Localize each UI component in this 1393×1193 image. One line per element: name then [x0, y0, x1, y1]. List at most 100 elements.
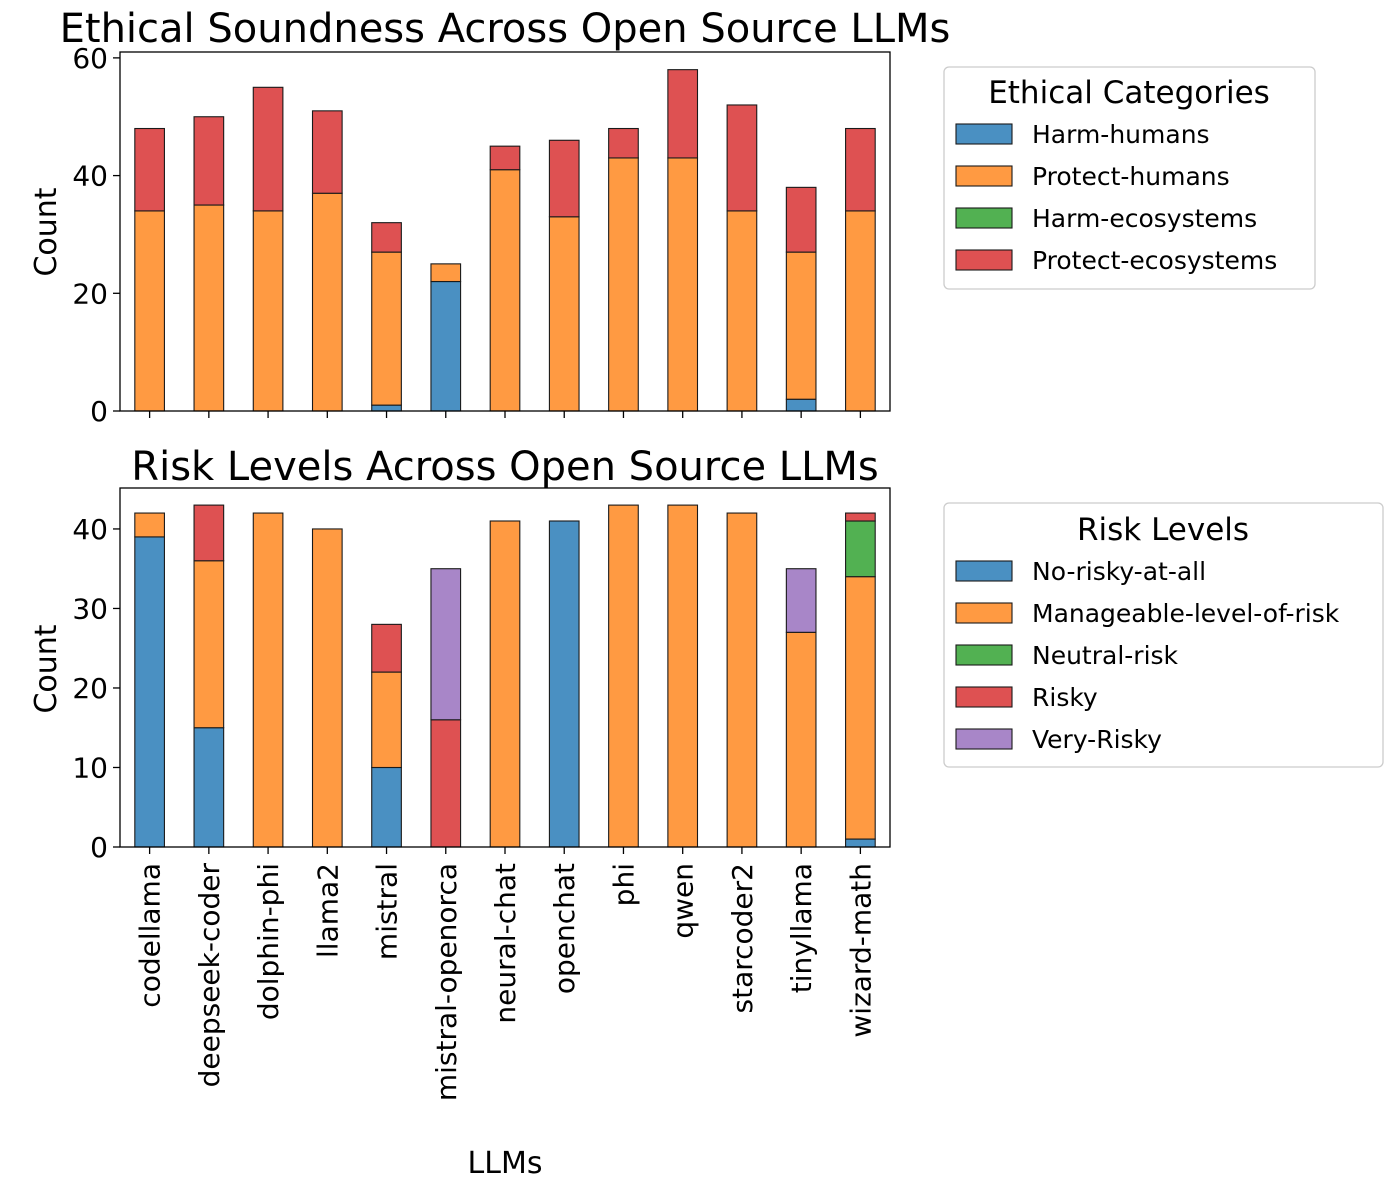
ethical-legend-swatch-protect-humans	[955, 165, 1013, 187]
risk-bar-codellama-no-risky-at-all	[134, 536, 165, 848]
risk-x-tick-label-openchat: openchat	[548, 863, 581, 994]
ethical-bar-codellama-protect-ecosystems	[134, 127, 165, 212]
ethical-bar-deepseek-coder-protect-ecosystems	[193, 116, 225, 206]
risk-bar-tinyllama-very-risky	[785, 568, 817, 633]
ethical-legend: Ethical Categories Harm-humans Protect-hu…	[943, 66, 1316, 290]
ethical-y-tick-label: 60	[72, 42, 108, 75]
risk-bar-mistral-risky	[371, 623, 402, 673]
ethical-bar-codellama-protect-humans	[134, 210, 165, 412]
risk-legend-swatch-neutral-risk	[955, 644, 1013, 666]
risk-bar-codellama-manageable-level-of-risk	[134, 512, 165, 538]
risk-y-tick-label: 30	[72, 592, 108, 625]
ethical-legend-swatch-protect-ecosystems	[955, 249, 1013, 271]
ethical-bar-mistral-harm-humans	[371, 404, 402, 412]
risk-x-tick-label-deepseek-coder: deepseek-coder	[193, 863, 226, 1088]
risk-y-tick-label: 0	[90, 831, 108, 864]
ethical-bar-dolphin-phi-protect-humans	[252, 210, 284, 412]
ethical-legend-label-harm-ecosystems: Harm-ecosystems	[1032, 204, 1257, 233]
risk-bar-mistral-openorca-risky	[430, 719, 462, 848]
risk-x-tick-label-phi: phi	[607, 863, 640, 906]
risk-x-tick-label-wizard-math: wizard-math	[844, 863, 877, 1038]
risk-bar-starcoder2-manageable-level-of-risk	[726, 512, 758, 848]
ethical-bar-wizard-math-protect-ecosystems	[845, 127, 876, 212]
ethical-bar-dolphin-phi-protect-ecosystems	[252, 86, 284, 212]
risk-x-tick-label-neural-chat: neural-chat	[489, 863, 522, 1024]
risk-y-axis-label: Count	[29, 624, 64, 713]
risk-legend-swatch-very-risky	[955, 728, 1013, 750]
ethical-y-tick-label: 0	[90, 395, 108, 428]
risk-chart-title: Risk Levels Across Open Source LLMs	[131, 444, 878, 490]
risk-x-tick-label-qwen: qwen	[667, 863, 700, 939]
ethical-legend-frame	[943, 66, 1316, 290]
risk-x-tick-label-mistral-openorca: mistral-openorca	[430, 863, 463, 1101]
ethical-y-ticks: 0 20 40 60	[72, 42, 120, 428]
risk-x-axis-label: LLMs	[468, 1146, 543, 1181]
risk-bar-qwen-manageable-level-of-risk	[667, 504, 699, 848]
ethical-y-axis-label: Count	[29, 187, 64, 276]
ethical-soundness-panel: Ethical Soundness Across Open Source LLM…	[29, 6, 1316, 428]
ethical-legend-swatch-harm-ecosystems	[955, 207, 1013, 229]
ethical-bar-llama2-protect-ecosystems	[311, 110, 343, 194]
ethical-bar-starcoder2-protect-ecosystems	[726, 104, 758, 212]
ethical-x-ticks	[148, 411, 862, 418]
ethical-bar-phi-protect-ecosystems	[608, 127, 639, 159]
ethical-bar-openchat-protect-humans	[548, 216, 580, 412]
ethical-y-tick-label: 40	[72, 160, 108, 193]
risk-legend-title: Risk Levels	[1077, 512, 1249, 548]
risk-bar-phi-manageable-level-of-risk	[608, 504, 639, 848]
risk-legend-frame	[943, 502, 1384, 768]
risk-bar-mistral-manageable-level-of-risk	[371, 671, 402, 769]
risk-bar-neural-chat-manageable-level-of-risk	[489, 520, 521, 848]
risk-legend-label-neutral-risk: Neutral-risk	[1032, 641, 1179, 670]
risk-legend-label-risky: Risky	[1032, 683, 1098, 712]
ethical-bar-qwen-protect-ecosystems	[667, 69, 699, 159]
risk-bar-wizard-math-neutral-risk	[845, 520, 876, 578]
ethical-y-tick-label: 20	[72, 277, 108, 310]
risk-x-tick-label-tinyllama: tinyllama	[785, 863, 818, 993]
ethical-bar-wizard-math-protect-humans	[845, 210, 876, 412]
risk-legend-label-very-risky: Very-Risky	[1032, 725, 1162, 754]
risk-legend: Risk Levels No-risky-at-all Manageable-le…	[943, 502, 1384, 768]
risk-bar-deepseek-coder-manageable-level-of-risk	[193, 560, 225, 729]
ethical-bar-starcoder2-protect-humans	[726, 210, 758, 412]
risk-bar-deepseek-coder-no-risky-at-all	[193, 727, 225, 848]
risk-bar-dolphin-phi-manageable-level-of-risk	[252, 512, 284, 848]
risk-bar-wizard-math-manageable-level-of-risk	[845, 576, 876, 840]
risk-legend-label-manageable-level-of-risk: Manageable-level-of-risk	[1032, 599, 1340, 628]
ethical-bar-llama2-protect-humans	[311, 192, 343, 412]
risk-y-tick-label: 20	[72, 672, 108, 705]
ethical-bar-phi-protect-humans	[608, 157, 639, 412]
risk-bar-wizard-math-risky	[845, 512, 876, 522]
ethical-bar-neural-chat-protect-humans	[489, 169, 521, 412]
ethical-bar-tinyllama-harm-humans	[785, 398, 817, 412]
ethical-legend-label-protect-ecosystems: Protect-ecosystems	[1032, 246, 1277, 275]
ethical-bar-tinyllama-protect-humans	[785, 251, 817, 400]
risk-x-tick-label-starcoder2: starcoder2	[726, 863, 759, 1013]
risk-x-ticks: codellama deepseek-coder dolphin-phi llama2…	[134, 847, 877, 1101]
ethical-bar-mistral-protect-ecosystems	[371, 222, 402, 253]
ethical-bar-openchat-protect-ecosystems	[548, 139, 580, 218]
ethical-bar-qwen-protect-humans	[667, 157, 699, 412]
risk-legend-label-no-risky-at-all: No-risky-at-all	[1032, 557, 1206, 586]
ethical-legend-label-protect-humans: Protect-humans	[1032, 162, 1230, 191]
risk-bar-openchat-no-risky-at-all	[548, 520, 580, 848]
risk-bar-mistral-openorca-very-risky	[430, 568, 462, 721]
risk-legend-swatch-risky	[955, 686, 1013, 708]
ethical-bars	[134, 69, 876, 412]
ethical-chart-title: Ethical Soundness Across Open Source LLM…	[60, 6, 951, 52]
risk-legend-swatch-manageable-level-of-risk	[955, 602, 1013, 624]
ethical-bar-mistral-openorca-harm-humans	[430, 280, 462, 412]
ethical-legend-label-harm-humans: Harm-humans	[1032, 120, 1210, 149]
ethical-plot-frame	[119, 51, 891, 412]
ethical-bar-neural-chat-protect-ecosystems	[489, 145, 521, 171]
risk-legend-swatch-no-risky-at-all	[955, 560, 1013, 582]
risk-bar-mistral-no-risky-at-all	[371, 766, 402, 848]
risk-levels-panel: Risk Levels Across Open Source LLMs Coun…	[29, 444, 1384, 1181]
ethical-legend-title: Ethical Categories	[988, 75, 1270, 111]
risk-bar-llama2-manageable-level-of-risk	[311, 528, 343, 848]
ethical-bar-deepseek-coder-protect-humans	[193, 204, 225, 412]
risk-bar-deepseek-coder-risky	[193, 504, 225, 562]
risk-bar-tinyllama-manageable-level-of-risk	[785, 631, 817, 848]
risk-x-tick-label-llama2: llama2	[311, 863, 344, 958]
